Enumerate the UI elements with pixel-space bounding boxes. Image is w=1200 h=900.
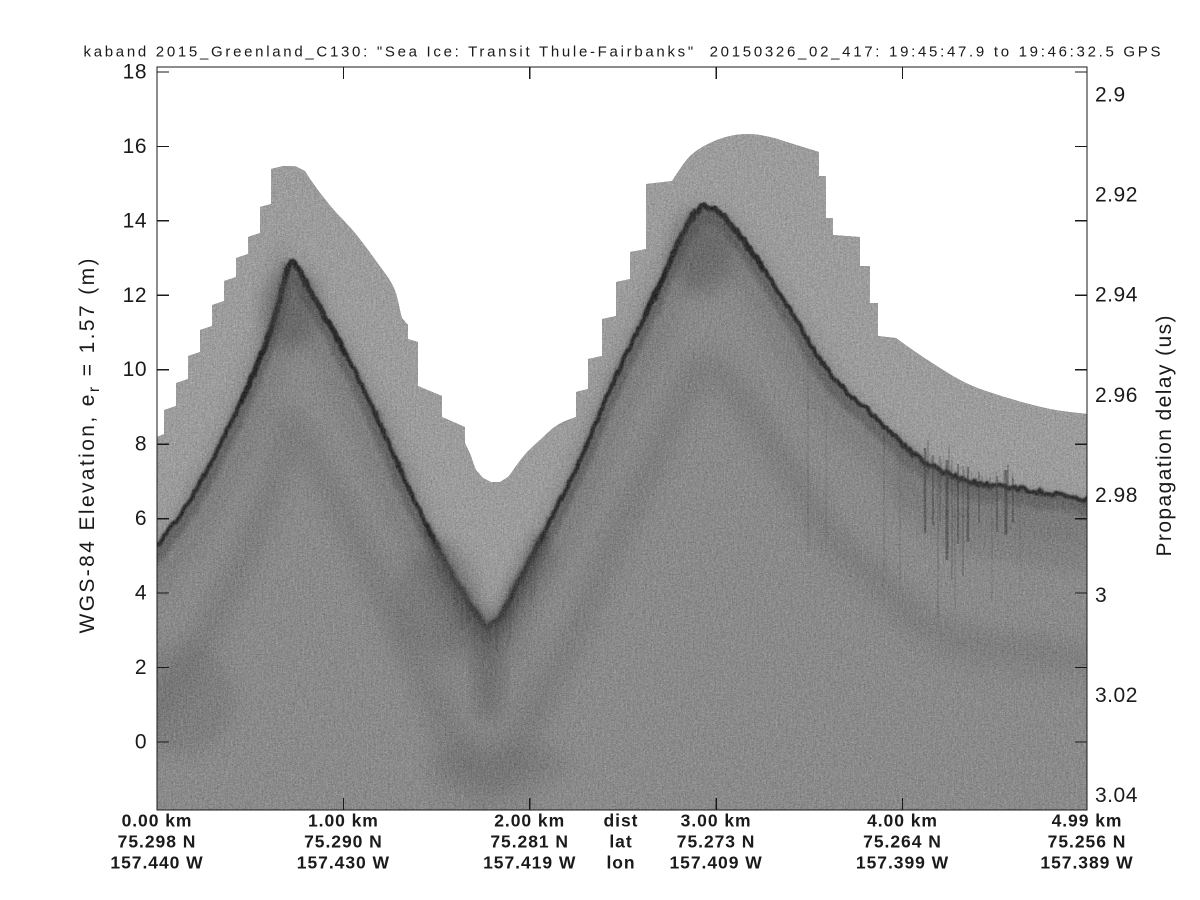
svg-text:6: 6: [135, 507, 147, 530]
svg-text:2.00 km: 2.00 km: [494, 810, 565, 830]
svg-text:157.409 W: 157.409 W: [670, 853, 763, 873]
svg-text:3.04: 3.04: [1095, 784, 1138, 807]
svg-text:75.290 N: 75.290 N: [304, 832, 383, 852]
svg-text:2.94: 2.94: [1095, 284, 1138, 307]
svg-text:8: 8: [135, 433, 147, 456]
svg-text:4: 4: [135, 582, 147, 605]
svg-text:0.00 km: 0.00 km: [122, 810, 193, 830]
svg-text:kaband 2015_Greenland_C130: "S: kaband 2015_Greenland_C130: "Sea Ice: Tr…: [84, 44, 1161, 61]
svg-text:2.96: 2.96: [1095, 384, 1138, 407]
svg-text:3.02: 3.02: [1095, 684, 1138, 707]
svg-text:Propagation delay (us): Propagation delay (us): [1153, 316, 1176, 557]
svg-text:dist: dist: [604, 810, 639, 830]
svg-text:75.256 N: 75.256 N: [1048, 832, 1127, 852]
svg-text:16: 16: [123, 135, 147, 158]
svg-text:2.92: 2.92: [1095, 184, 1138, 207]
svg-text:2.9: 2.9: [1095, 84, 1126, 107]
svg-text:lat: lat: [609, 832, 632, 852]
svg-text:75.264 N: 75.264 N: [863, 832, 942, 852]
svg-text:4.99 km: 4.99 km: [1052, 810, 1123, 830]
svg-text:157.440 W: 157.440 W: [110, 853, 203, 873]
svg-text:157.399 W: 157.399 W: [856, 853, 949, 873]
svg-text:18: 18: [123, 60, 147, 83]
svg-text:157.419 W: 157.419 W: [483, 853, 576, 873]
svg-text:WGS-84 Elevation, er = 1.57 (m: WGS-84 Elevation, er = 1.57 (m): [76, 259, 103, 634]
svg-text:3.00 km: 3.00 km: [681, 810, 752, 830]
svg-text:75.273 N: 75.273 N: [677, 832, 756, 852]
svg-text:lon: lon: [606, 853, 635, 873]
svg-text:3: 3: [1095, 584, 1107, 607]
svg-text:157.389 W: 157.389 W: [1040, 853, 1133, 873]
svg-text:10: 10: [123, 358, 147, 381]
svg-text:0: 0: [135, 730, 147, 753]
svg-text:75.298 N: 75.298 N: [118, 832, 197, 852]
svg-text:1.00 km: 1.00 km: [308, 810, 379, 830]
svg-text:12: 12: [123, 284, 147, 307]
svg-text:75.281 N: 75.281 N: [490, 832, 569, 852]
svg-text:157.430 W: 157.430 W: [297, 853, 390, 873]
svg-text:2: 2: [135, 656, 147, 679]
svg-text:14: 14: [123, 209, 147, 232]
svg-text:4.00 km: 4.00 km: [867, 810, 938, 830]
svg-text:2.98: 2.98: [1095, 484, 1138, 507]
